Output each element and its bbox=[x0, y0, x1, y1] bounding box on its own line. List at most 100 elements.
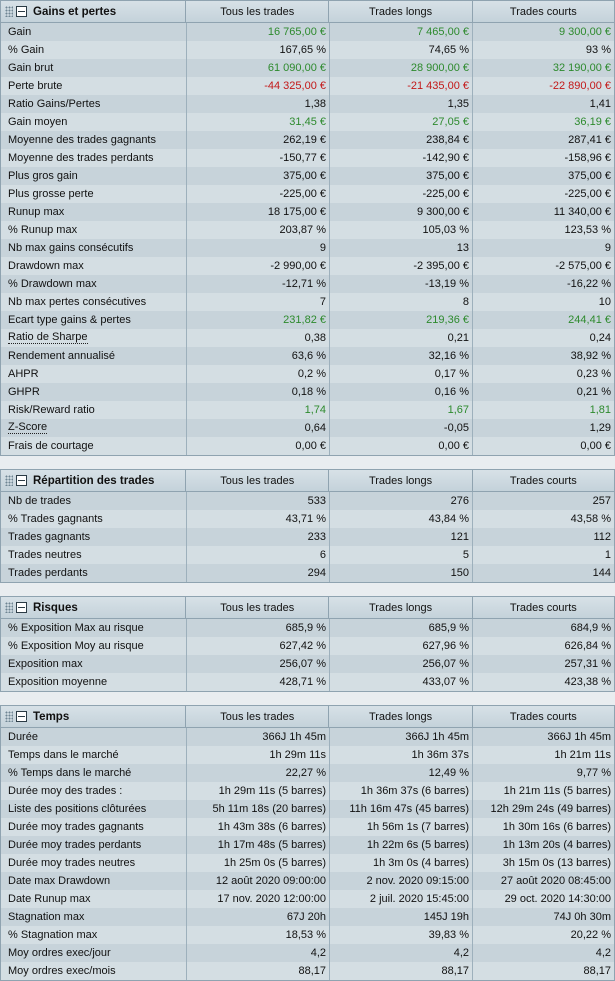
row-label-cell: Plus grosse perte bbox=[1, 185, 186, 203]
column-header[interactable]: Trades longs bbox=[329, 597, 473, 618]
value-cell: -13,19 % bbox=[329, 275, 472, 293]
value-cell: 9 bbox=[472, 239, 614, 257]
value-cell: 0,00 € bbox=[186, 437, 329, 455]
value-cell: 31,45 € bbox=[186, 113, 329, 131]
collapse-icon[interactable] bbox=[16, 475, 27, 486]
value-cell: 626,84 % bbox=[472, 637, 614, 655]
row-label-cell: Exposition max bbox=[1, 655, 186, 673]
value-cell: 43,71 % bbox=[186, 510, 329, 528]
value-cell: 43,58 % bbox=[472, 510, 614, 528]
row-label-cell: Moyenne des trades perdants bbox=[1, 149, 186, 167]
value-cell: -142,90 € bbox=[329, 149, 472, 167]
value-cell: 0,00 € bbox=[329, 437, 472, 455]
value-cell: 1 bbox=[472, 546, 614, 564]
section-title-cell: Gains et pertes bbox=[1, 1, 187, 22]
row-label-cell: Ecart type gains & pertes bbox=[1, 311, 186, 329]
table-row: % Exposition Max au risque 685,9 % 685,9 %… bbox=[1, 619, 614, 637]
value-cell: 366J 1h 45m bbox=[472, 728, 614, 746]
table-row: Date max Drawdown 12 août 2020 09:00:00 2 … bbox=[1, 872, 614, 890]
row-label: Gain bbox=[8, 26, 32, 38]
column-header[interactable]: Tous les trades bbox=[186, 470, 330, 491]
value-cell: 0,18 % bbox=[186, 383, 329, 401]
value-cell: 121 bbox=[329, 528, 472, 546]
value-cell: 1,81 bbox=[472, 401, 614, 419]
drag-handle-icon[interactable] bbox=[5, 6, 13, 17]
row-label-cell: Exposition moyenne bbox=[1, 673, 186, 691]
column-header[interactable]: Tous les trades bbox=[186, 706, 330, 727]
value-cell: 12,49 % bbox=[329, 764, 472, 782]
column-header[interactable]: Trades longs bbox=[329, 706, 473, 727]
table-row: Stagnation max 67J 20h 145J 19h 74J 0h 30m bbox=[1, 908, 614, 926]
value-cell: -225,00 € bbox=[472, 185, 614, 203]
section-repartition-des-trades: Répartition des trades Tous les trades Tra… bbox=[0, 469, 615, 583]
table-row: Moy ordres exec/jour 4,2 4,2 4,2 bbox=[1, 944, 614, 962]
column-header[interactable]: Trades longs bbox=[329, 1, 473, 22]
value-cell: 287,41 € bbox=[472, 131, 614, 149]
row-label-cell: Nb de trades bbox=[1, 492, 186, 510]
collapse-icon[interactable] bbox=[16, 711, 27, 722]
value-cell: 1h 17m 48s (5 barres) bbox=[186, 836, 329, 854]
table-row: Date Runup max 17 nov. 2020 12:00:00 2 jui… bbox=[1, 890, 614, 908]
table-row: Ecart type gains & pertes 231,82 €219,36 … bbox=[1, 311, 614, 329]
collapse-icon[interactable] bbox=[16, 6, 27, 17]
value-cell: 20,22 % bbox=[472, 926, 614, 944]
section-gains-et-pertes: Gains et pertes Tous les trades Trades lon… bbox=[0, 0, 615, 456]
row-label: % Runup max bbox=[8, 224, 78, 236]
value-cell: 423,38 % bbox=[472, 673, 614, 691]
column-header[interactable]: Trades longs bbox=[329, 470, 473, 491]
value-cell: 1h 29m 11s bbox=[186, 746, 329, 764]
table-row: Plus gros gain 375,00 €375,00 €375,00 € bbox=[1, 167, 614, 185]
value-cell: 1h 21m 11s (5 barres) bbox=[472, 782, 614, 800]
value-cell: 366J 1h 45m bbox=[329, 728, 472, 746]
column-header[interactable]: Trades courts bbox=[509, 5, 577, 18]
value-cell: 1,29 bbox=[472, 419, 614, 437]
value-cell: -150,77 € bbox=[186, 149, 329, 167]
table-row: Frais de courtage 0,00 €0,00 €0,00 € bbox=[1, 437, 614, 455]
value-cell: 1h 25m 0s (5 barres) bbox=[186, 854, 329, 872]
value-cell: 375,00 € bbox=[472, 167, 614, 185]
row-label: Moyenne des trades gagnants bbox=[8, 134, 156, 146]
value-cell: 366J 1h 45m bbox=[186, 728, 329, 746]
drag-handle-icon[interactable] bbox=[5, 475, 13, 486]
value-cell: 18,53 % bbox=[186, 926, 329, 944]
value-cell: -2 990,00 € bbox=[186, 257, 329, 275]
value-cell: 63,6 % bbox=[186, 347, 329, 365]
value-cell: 627,42 % bbox=[186, 637, 329, 655]
value-cell: 9,77 % bbox=[472, 764, 614, 782]
row-label-cell: Ratio de Sharpe bbox=[1, 329, 186, 347]
column-header[interactable]: Tous les trades bbox=[186, 597, 330, 618]
column-header[interactable]: Trades courts bbox=[509, 474, 577, 487]
column-header[interactable]: Tous les trades bbox=[186, 1, 330, 22]
drag-handle-icon[interactable] bbox=[5, 711, 13, 722]
collapse-icon[interactable] bbox=[16, 602, 27, 613]
value-cell: -0,05 bbox=[329, 419, 472, 437]
value-cell: 32 190,00 € bbox=[472, 59, 614, 77]
value-cell: 231,82 € bbox=[186, 311, 329, 329]
row-label: Moy ordres exec/jour bbox=[8, 947, 111, 959]
row-label: Durée bbox=[8, 731, 38, 743]
row-label: Z-Score bbox=[8, 421, 48, 434]
row-label: % Drawdown max bbox=[8, 278, 97, 290]
row-label: Frais de courtage bbox=[8, 440, 94, 452]
value-cell: 256,07 % bbox=[329, 655, 472, 673]
table-row: Ratio de Sharpe 0,38 0,21 0,24 bbox=[1, 329, 614, 347]
table-row: Exposition max 256,07 % 256,07 % 257,31 % bbox=[1, 655, 614, 673]
row-label-cell: % Exposition Moy au risque bbox=[1, 637, 186, 655]
value-cell: 43,84 % bbox=[329, 510, 472, 528]
drag-handle-icon[interactable] bbox=[5, 602, 13, 613]
section-title-cell: Risques bbox=[1, 597, 187, 618]
value-cell: 244,41 € bbox=[472, 311, 614, 329]
row-label-cell: Gain brut bbox=[1, 59, 186, 77]
row-label: Risk/Reward ratio bbox=[8, 404, 95, 416]
column-header[interactable]: Trades courts bbox=[509, 601, 577, 614]
column-header[interactable]: Trades courts bbox=[509, 710, 577, 723]
table-row: % Gain 167,65 % 74,65 % 93 % bbox=[1, 41, 614, 59]
row-label: Nb max gains consécutifs bbox=[8, 242, 134, 254]
section-title-cell: Répartition des trades bbox=[1, 470, 187, 491]
table-row: Drawdown max -2 990,00 € -2 395,00 € -2 575… bbox=[1, 257, 614, 275]
table-row: Nb max gains consécutifs 9 13 9 bbox=[1, 239, 614, 257]
value-cell: 9 300,00 € bbox=[329, 203, 472, 221]
value-cell: 123,53 % bbox=[472, 221, 614, 239]
value-cell: 5 bbox=[329, 546, 472, 564]
